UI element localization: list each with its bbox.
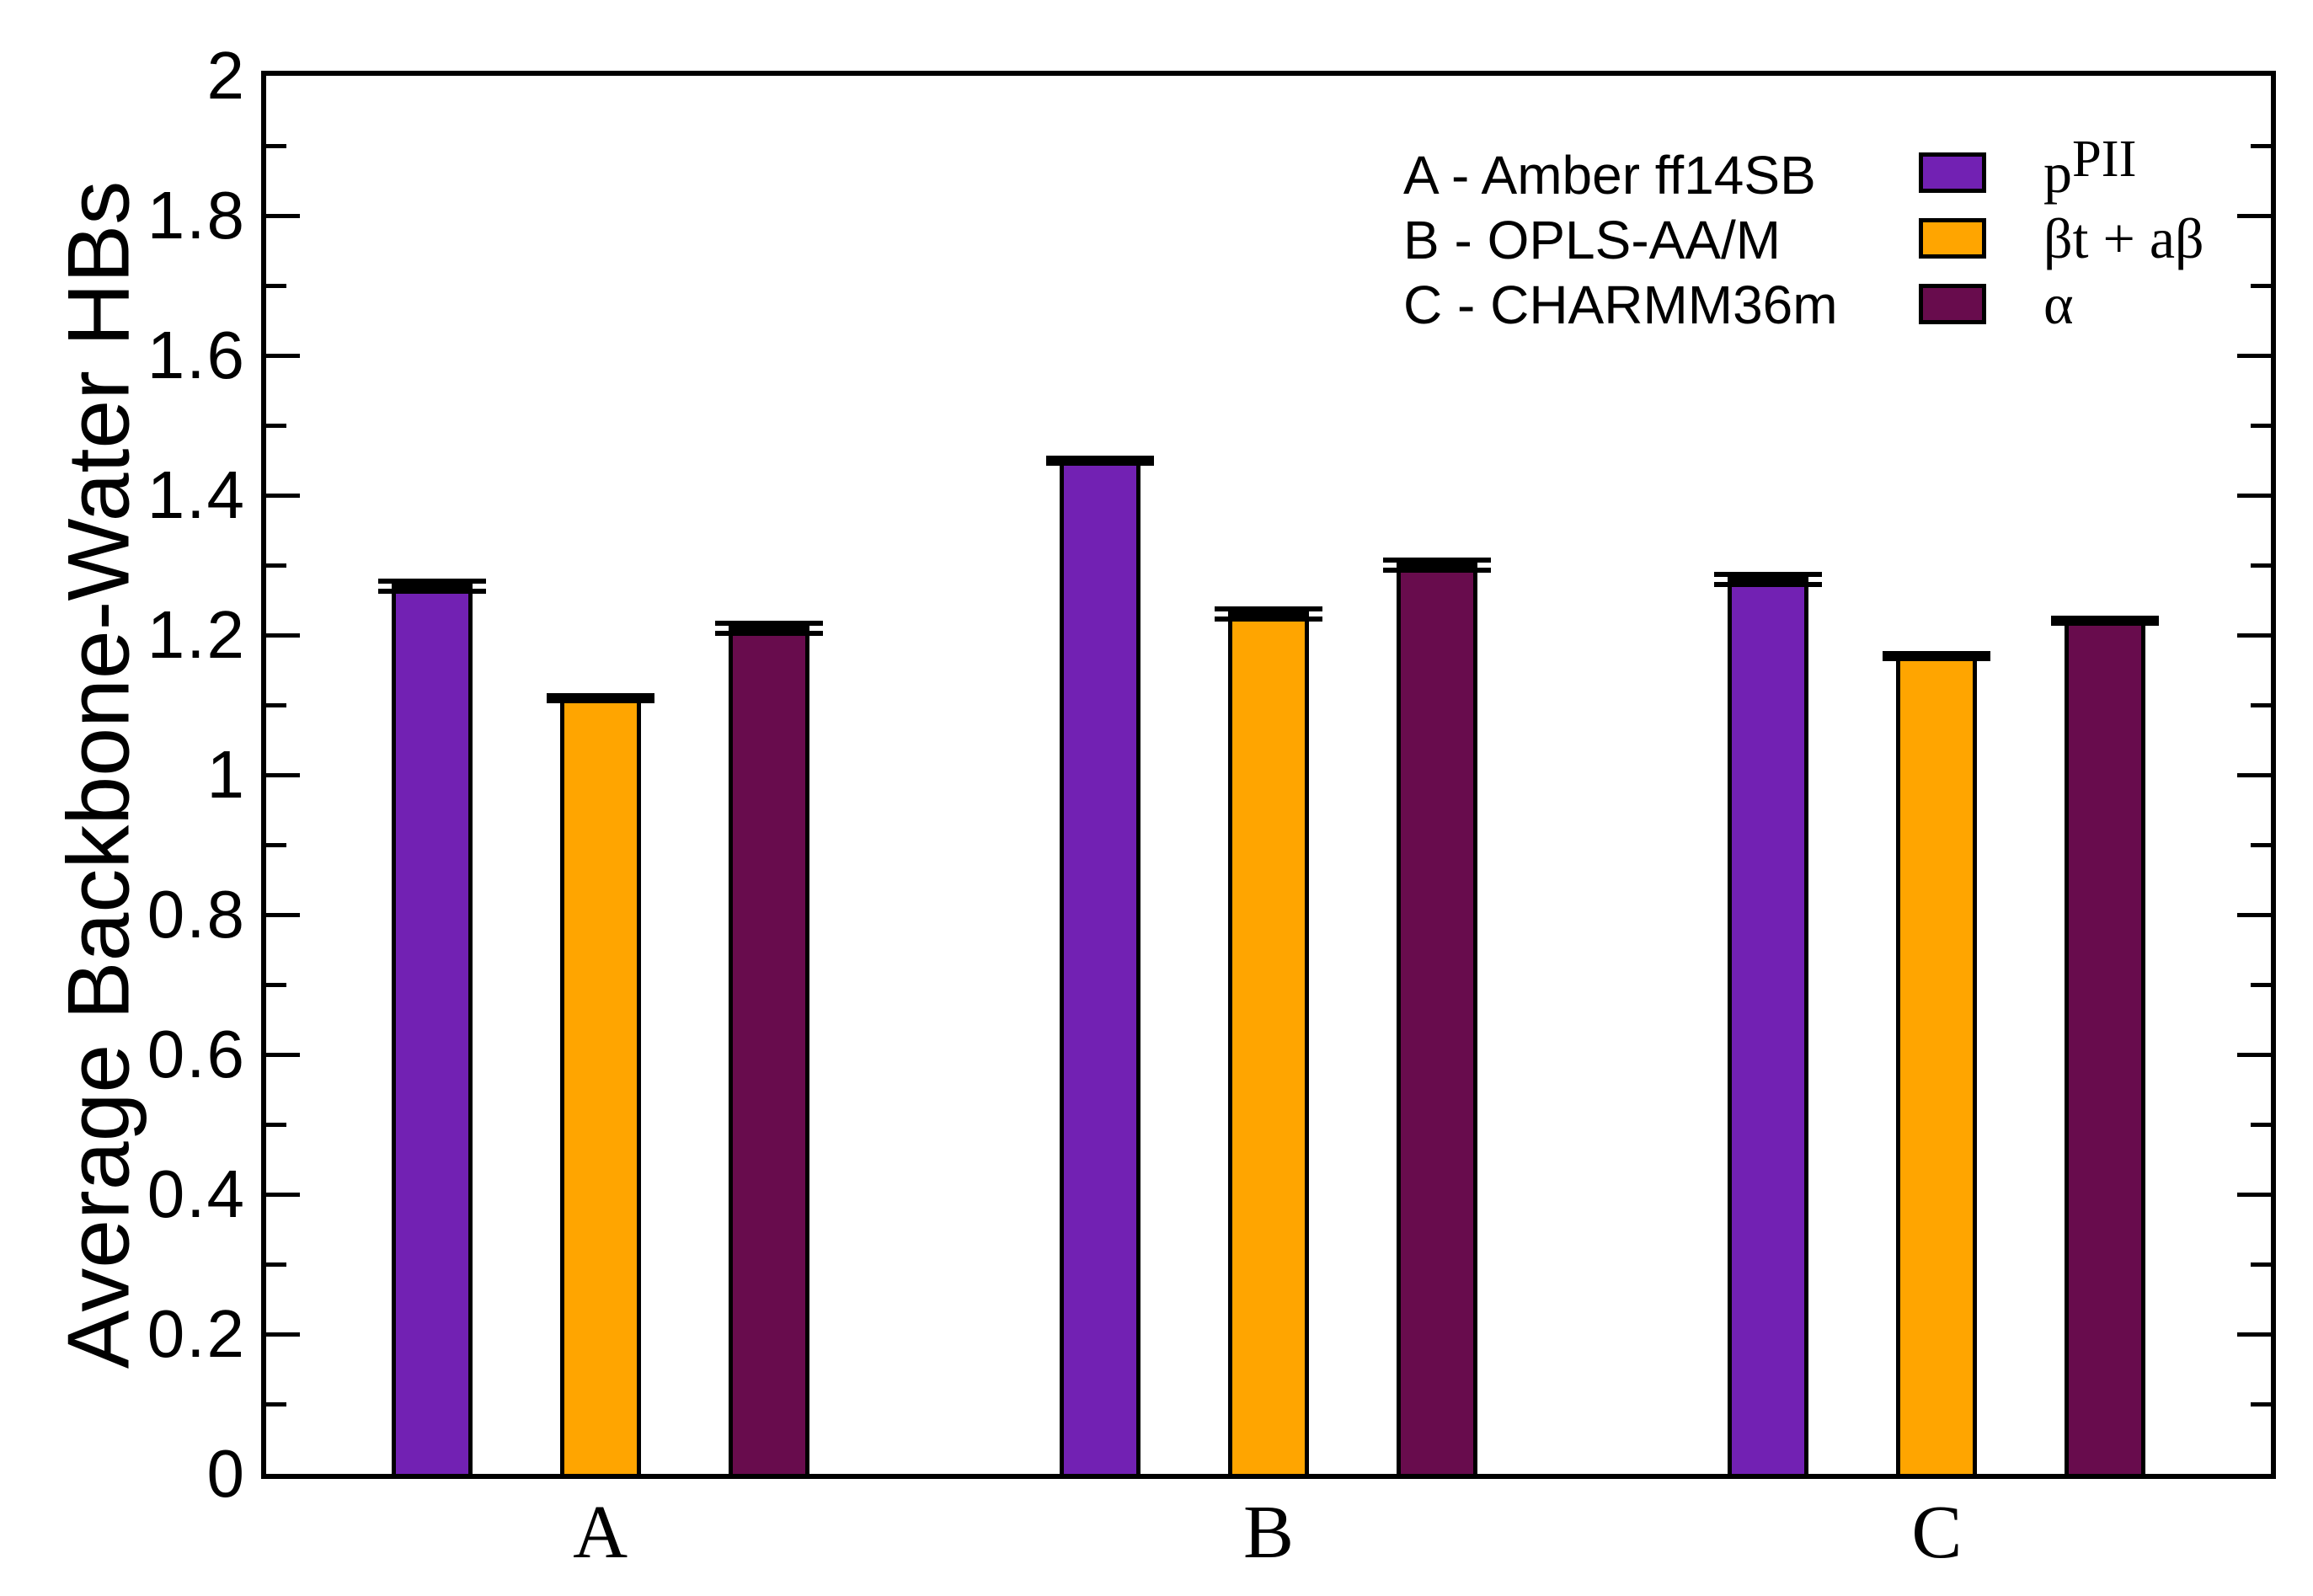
legend-swatch-α [1919,284,1986,324]
y-minor-tick-right [2251,143,2271,148]
y-minor-tick-right [2251,423,2271,428]
y-minor-tick-left [266,143,286,148]
y-major-tick-left [266,1192,300,1197]
y-minor-tick-right [2251,1122,2271,1127]
y-tick-label-1.4: 1.4 [147,457,246,532]
y-minor-tick-left [266,1401,286,1407]
y-tick-label-0.2: 0.2 [147,1296,246,1371]
y-major-tick-right [2237,213,2271,218]
bar-C-βt + aβ [1896,655,1978,1474]
y-minor-tick-left [266,982,286,987]
error-bar-A-pPII-lower-cap [377,588,486,594]
error-bar-B-βt + aβ-upper-cap [1215,606,1322,612]
y-major-tick-left [266,353,300,358]
forcefield-key-line-1: B - OPLS-AA/M [1403,210,1781,270]
y-major-tick-right [2237,1192,2271,1197]
y-minor-tick-left [266,1122,286,1127]
legend-swatch-pPII [1919,152,1986,193]
legend-label-pPII: pPII [2043,128,2137,205]
y-minor-tick-left [266,563,286,568]
x-category-label-C: C [1911,1491,1963,1574]
y-minor-tick-right [2251,982,2271,987]
error-bar-B-βt + aβ-lower-cap [1215,617,1322,622]
bar-B-βt + aβ [1228,614,1309,1474]
bar-B-α [1397,565,1477,1474]
error-bar-B-pPII [1046,455,1154,466]
error-bar-C-α [2051,616,2160,627]
legend-label-βt + aβ: βt + aβ [2043,206,2204,270]
y-tick-label-0.6: 0.6 [147,1017,246,1092]
y-minor-tick-left [266,283,286,288]
y-tick-label-0: 0 [206,1436,246,1511]
y-major-tick-left [266,493,300,498]
y-minor-tick-left [266,423,286,428]
legend-label-α: α [2043,271,2074,336]
y-major-tick-right [2237,353,2271,358]
y-major-tick-left [266,633,300,638]
y-minor-tick-right [2251,283,2271,288]
error-bar-C-pPII-upper-cap [1714,571,1823,577]
y-tick-label-1.2: 1.2 [147,597,246,672]
y-tick-label-1.6: 1.6 [147,318,246,392]
error-bar-C-βt + aβ [1883,650,1991,661]
bar-C-pPII [1728,579,1809,1474]
error-bar-A-βt + aβ [546,692,654,703]
bar-A-α [728,627,809,1474]
y-major-tick-right [2237,772,2271,777]
error-bar-A-pPII-upper-cap [377,578,486,584]
y-minor-tick-left [266,842,286,847]
y-major-tick-left [266,772,300,777]
y-minor-tick-right [2251,702,2271,707]
y-tick-label-1: 1 [206,737,246,812]
y-major-tick-left [266,912,300,917]
bar-C-α [2065,621,2146,1474]
y-minor-tick-left [266,1262,286,1267]
y-tick-label-2: 2 [206,38,246,113]
y-tick-label-1.8: 1.8 [147,178,246,253]
y-major-tick-right [2237,1052,2271,1057]
error-bar-B-α-upper-cap [1383,558,1491,563]
y-major-tick-right [2237,493,2271,498]
plot-area [261,71,2276,1479]
legend-row-βt + aβ: βt + aβ [1919,206,2204,271]
legend: pPII βt + aβ α [1919,128,2204,337]
bar-A-pPII [391,585,473,1474]
y-major-tick-right [2237,633,2271,638]
error-bar-B-α-lower-cap [1383,568,1491,573]
legend-swatch-βt + aβ [1919,218,1986,259]
forcefield-key: A - Amber ff14SB B - OPLS-AA/M C - CHARMM3… [1403,143,1838,338]
forcefield-key-line-2: C - CHARMM36m [1403,275,1838,335]
error-bar-A-α-upper-cap [714,620,823,626]
y-minor-tick-right [2251,563,2271,568]
error-bar-C-pPII-lower-cap [1714,581,1823,587]
y-tick-label-0.4: 0.4 [147,1156,246,1231]
x-category-label-B: B [1242,1491,1295,1574]
y-major-tick-left [266,213,300,218]
y-tick-label-0.8: 0.8 [147,877,246,952]
error-bar-A-α-lower-cap [714,630,823,636]
y-major-tick-left [266,1332,300,1337]
bar-B-pPII [1060,460,1140,1474]
y-minor-tick-right [2251,842,2271,847]
bar-A-βt + aβ [559,697,641,1474]
y-minor-tick-right [2251,1262,2271,1267]
y-major-tick-right [2237,1332,2271,1337]
y-minor-tick-right [2251,1401,2271,1407]
y-major-tick-left [266,1052,300,1057]
x-category-label-A: A [573,1491,628,1574]
y-minor-tick-left [266,702,286,707]
legend-row-pPII: pPII [1919,128,2204,206]
y-major-tick-right [2237,912,2271,917]
forcefield-key-line-0: A - Amber ff14SB [1403,145,1816,206]
legend-row-α: α [1919,271,2204,337]
